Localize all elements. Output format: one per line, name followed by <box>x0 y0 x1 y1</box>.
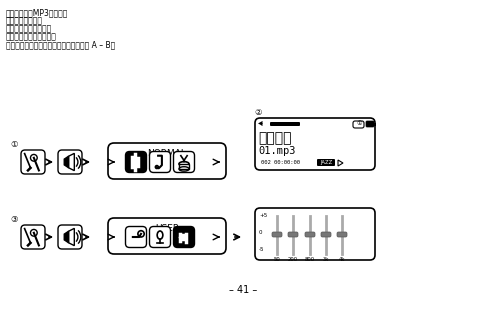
Text: 3k: 3k <box>323 257 329 262</box>
Text: ①: ① <box>10 140 18 149</box>
Text: ②: ② <box>254 108 262 117</box>
Text: 50: 50 <box>274 257 280 262</box>
FancyBboxPatch shape <box>179 236 182 239</box>
Text: 002 00:00:00: 002 00:00:00 <box>261 160 300 165</box>
FancyBboxPatch shape <box>181 236 185 239</box>
Text: 01.mp3: 01.mp3 <box>258 146 295 156</box>
FancyBboxPatch shape <box>337 232 347 237</box>
FancyBboxPatch shape <box>108 218 226 254</box>
FancyBboxPatch shape <box>366 121 374 127</box>
FancyBboxPatch shape <box>305 232 315 237</box>
Bar <box>179 164 189 169</box>
Text: ①: ① <box>356 121 362 126</box>
Text: 800: 800 <box>305 257 315 262</box>
FancyBboxPatch shape <box>150 226 171 248</box>
FancyBboxPatch shape <box>125 151 146 172</box>
Text: 音樂世界: 音樂世界 <box>258 131 292 145</box>
Bar <box>374 123 376 126</box>
FancyBboxPatch shape <box>270 122 300 126</box>
Text: JAZZ: JAZZ <box>320 160 332 165</box>
FancyBboxPatch shape <box>150 151 171 172</box>
Text: 200: 200 <box>288 257 298 262</box>
FancyBboxPatch shape <box>58 150 82 174</box>
FancyBboxPatch shape <box>272 232 282 237</box>
FancyBboxPatch shape <box>174 226 194 248</box>
FancyBboxPatch shape <box>21 225 45 249</box>
FancyBboxPatch shape <box>108 143 226 179</box>
Text: ③: ③ <box>10 215 18 224</box>
Polygon shape <box>64 231 69 243</box>
Text: 0: 0 <box>259 230 262 235</box>
Text: ◀): ◀) <box>258 121 264 126</box>
Text: 重複播放所有MP3音樂檔案: 重複播放所有MP3音樂檔案 <box>6 8 69 17</box>
FancyBboxPatch shape <box>125 226 146 248</box>
Text: 播放所有音樂檔案一次: 播放所有音樂檔案一次 <box>6 24 52 33</box>
Text: 隨機播放音樂檔案: 隨機播放音樂檔案 <box>6 16 43 25</box>
Text: – 41 –: – 41 – <box>229 285 257 295</box>
FancyBboxPatch shape <box>321 232 331 237</box>
Text: 語言學習模式，設定想要重複播放的段落 A – B。: 語言學習模式，設定想要重複播放的段落 A – B。 <box>6 40 115 49</box>
FancyBboxPatch shape <box>255 208 375 260</box>
Text: 4k: 4k <box>339 257 345 262</box>
FancyBboxPatch shape <box>184 236 188 239</box>
FancyBboxPatch shape <box>58 225 82 249</box>
Text: 重複播放目前的音樂檔案: 重複播放目前的音樂檔案 <box>6 32 57 41</box>
Polygon shape <box>64 156 69 168</box>
Text: NORMAL: NORMAL <box>148 149 187 158</box>
Text: USER: USER <box>155 224 179 233</box>
Polygon shape <box>338 160 343 166</box>
FancyBboxPatch shape <box>174 151 194 172</box>
FancyBboxPatch shape <box>353 121 364 128</box>
Text: -5: -5 <box>259 247 264 252</box>
Text: +5: +5 <box>259 213 267 218</box>
FancyBboxPatch shape <box>21 150 45 174</box>
FancyBboxPatch shape <box>317 159 335 166</box>
FancyBboxPatch shape <box>288 232 298 237</box>
FancyBboxPatch shape <box>255 118 375 170</box>
